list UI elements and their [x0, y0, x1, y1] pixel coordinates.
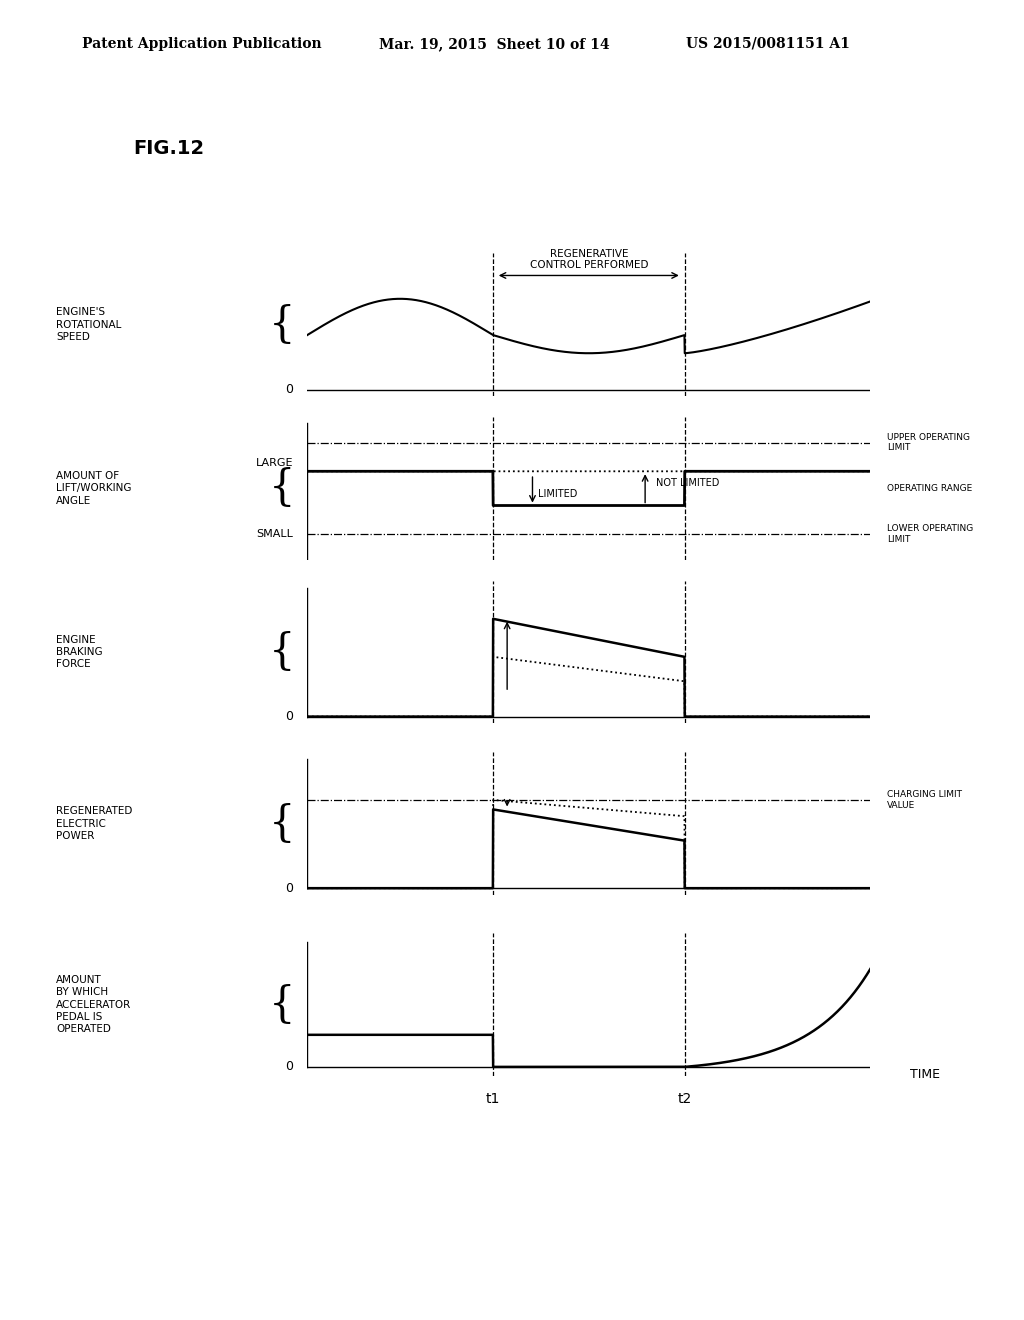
Text: Mar. 19, 2015  Sheet 10 of 14: Mar. 19, 2015 Sheet 10 of 14	[379, 37, 609, 51]
Text: t2: t2	[678, 1092, 691, 1106]
Text: NOT LIMITED: NOT LIMITED	[656, 478, 720, 487]
Text: REGENERATIVE
CONTROL PERFORMED: REGENERATIVE CONTROL PERFORMED	[529, 248, 648, 271]
Text: REGENERATED
ELECTRIC
POWER: REGENERATED ELECTRIC POWER	[56, 807, 133, 841]
Text: Patent Application Publication: Patent Application Publication	[82, 37, 322, 51]
Text: LOWER OPERATING
LIMIT: LOWER OPERATING LIMIT	[887, 524, 974, 544]
Text: FIG.12: FIG.12	[133, 139, 204, 157]
Text: {: {	[268, 304, 295, 346]
Text: {: {	[268, 631, 295, 673]
Text: {: {	[268, 803, 295, 845]
Text: 0: 0	[285, 882, 293, 895]
Text: {: {	[268, 467, 295, 510]
Text: OPERATING RANGE: OPERATING RANGE	[887, 484, 973, 492]
Text: 0: 0	[285, 710, 293, 723]
Text: UPPER OPERATING
LIMIT: UPPER OPERATING LIMIT	[887, 433, 971, 453]
Text: 0: 0	[285, 383, 293, 396]
Text: SMALL: SMALL	[256, 529, 293, 539]
Text: ENGINE'S
ROTATIONAL
SPEED: ENGINE'S ROTATIONAL SPEED	[56, 308, 122, 342]
Text: LARGE: LARGE	[256, 458, 293, 467]
Text: AMOUNT OF
LIFT/WORKING
ANGLE: AMOUNT OF LIFT/WORKING ANGLE	[56, 471, 132, 506]
Text: CHARGING LIMIT
VALUE: CHARGING LIMIT VALUE	[887, 791, 963, 809]
Text: US 2015/0081151 A1: US 2015/0081151 A1	[686, 37, 850, 51]
Text: TIME: TIME	[910, 1068, 940, 1081]
Text: ENGINE
BRAKING
FORCE: ENGINE BRAKING FORCE	[56, 635, 103, 669]
Text: LIMITED: LIMITED	[539, 490, 578, 499]
Text: {: {	[268, 983, 295, 1026]
Text: t1: t1	[485, 1092, 501, 1106]
Text: 0: 0	[285, 1060, 293, 1073]
Text: AMOUNT
BY WHICH
ACCELERATOR
PEDAL IS
OPERATED: AMOUNT BY WHICH ACCELERATOR PEDAL IS OPE…	[56, 974, 131, 1035]
